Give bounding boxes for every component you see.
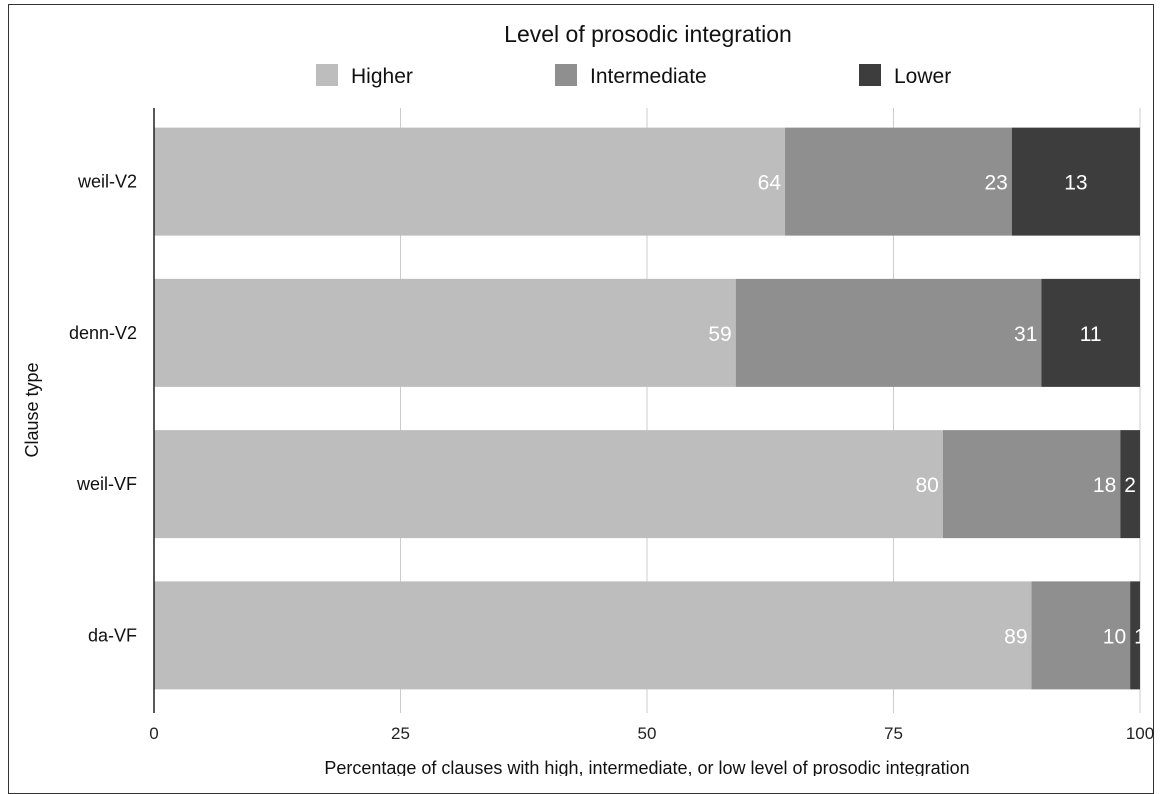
legend-swatch-lower	[859, 64, 881, 86]
x-tick-label: 25	[391, 724, 410, 743]
x-tick-label: 50	[638, 724, 657, 743]
x-tick-label: 75	[884, 724, 903, 743]
bar-segment-higher	[154, 127, 786, 236]
data-label: 31	[1014, 323, 1037, 346]
bar-segment-higher	[154, 278, 736, 387]
bar-segment-higher	[154, 581, 1032, 690]
legend-items: Higher Intermediate Lower	[316, 64, 951, 88]
bar-segment-lower	[1011, 127, 1140, 236]
x-axis-ticks: 0 25 50 75 100	[149, 724, 1154, 743]
legend-label: Lower	[894, 65, 951, 88]
stacked-bar-chart: 64 23 13 59 31 11 80 18 2 89 10 1 0 25 50 75 100 weil-V…	[22, 21, 1154, 776]
data-label: 1	[1134, 625, 1146, 648]
data-label: 89	[1004, 625, 1027, 648]
y-axis-categories: weil-V2 denn-V2 weil-VF da-VF	[69, 172, 137, 646]
bar-segment-lower	[1130, 581, 1140, 690]
x-tick-label: 0	[149, 724, 158, 743]
bar-segment-lower	[1120, 430, 1140, 539]
y-axis-title: Clause type	[22, 362, 42, 457]
data-label: 13	[1064, 172, 1087, 195]
data-label: 23	[984, 172, 1007, 195]
y-category-label: weil-VF	[76, 474, 137, 494]
bar-segment-higher	[154, 430, 943, 539]
bar-segment-lower	[1041, 278, 1140, 387]
legend-label: Intermediate	[590, 65, 707, 88]
legend-label: Higher	[351, 65, 413, 88]
y-category-label: weil-V2	[77, 172, 137, 192]
bar-segment-intermediate	[942, 430, 1121, 539]
y-category-label: denn-V2	[69, 323, 137, 343]
bar-groups: 64 23 13 59 31 11 80 18 2 89 10 1	[154, 127, 1146, 690]
data-label: 64	[758, 172, 782, 195]
bar-segment-intermediate	[1031, 581, 1131, 690]
bar-segment-intermediate	[785, 127, 1012, 236]
x-tick-label: 100	[1126, 724, 1154, 743]
data-label: 11	[1080, 323, 1102, 346]
data-label: 2	[1124, 474, 1136, 497]
legend-swatch-intermediate	[555, 64, 577, 86]
legend-swatch-higher	[316, 64, 338, 86]
data-label: 80	[915, 474, 938, 497]
bar-segment-intermediate	[735, 278, 1042, 387]
data-label: 59	[708, 323, 731, 346]
data-label: 10	[1103, 625, 1126, 648]
legend: Level of prosodic integration Higher Inte…	[316, 21, 951, 88]
data-label: 18	[1093, 474, 1116, 497]
legend-title: Level of prosodic integration	[504, 21, 792, 47]
x-axis-title: Percentage of clauses with high, interme…	[324, 758, 969, 776]
y-category-label: da-VF	[88, 625, 137, 645]
